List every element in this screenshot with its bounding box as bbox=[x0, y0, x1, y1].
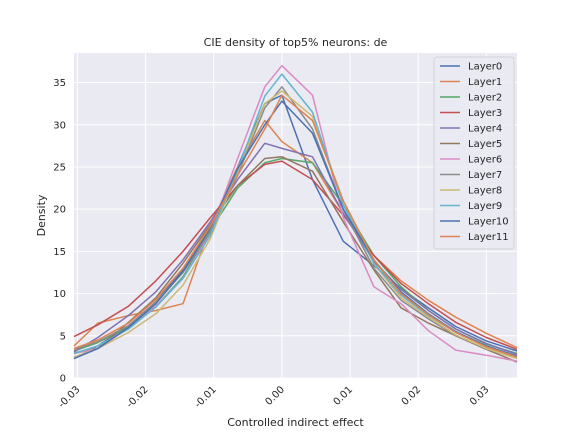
legend-label: Layer1 bbox=[468, 77, 502, 88]
y-tick-label: 20 bbox=[53, 205, 66, 216]
x-axis-label: Controlled indirect effect bbox=[227, 416, 364, 429]
y-tick-label: 25 bbox=[53, 162, 66, 173]
legend-label: Layer6 bbox=[468, 155, 502, 166]
legend-label: Layer8 bbox=[468, 186, 502, 197]
y-tick-label: 0 bbox=[60, 374, 66, 385]
y-tick-label: 30 bbox=[53, 120, 66, 131]
series-line-layer7 bbox=[73, 86, 518, 359]
legend-label: Layer9 bbox=[468, 201, 502, 212]
legend-label: Layer2 bbox=[468, 93, 502, 104]
legend-label: Layer11 bbox=[468, 232, 509, 243]
series-line-layer8 bbox=[73, 90, 518, 360]
series-line-layer4 bbox=[73, 142, 518, 356]
series-layer bbox=[73, 64, 518, 363]
y-tick-label: 35 bbox=[53, 78, 66, 89]
legend-label: Layer7 bbox=[468, 170, 502, 181]
y-axis: 0 5 10 15 20 25 30 35 bbox=[53, 78, 66, 384]
y-axis-label: Density bbox=[35, 194, 48, 236]
y-tick-label: 10 bbox=[53, 289, 66, 300]
legend-label: Layer10 bbox=[468, 217, 509, 228]
legend-label: Layer0 bbox=[468, 62, 502, 73]
legend-label: Layer3 bbox=[468, 108, 502, 119]
series-line-layer3 bbox=[73, 160, 518, 351]
legend-label: Layer4 bbox=[468, 124, 502, 135]
y-tick-label: 5 bbox=[60, 331, 66, 342]
series-line-layer5 bbox=[73, 156, 518, 363]
series-line-layer11 bbox=[73, 94, 518, 358]
legend-box bbox=[433, 56, 515, 250]
legend-label: Layer5 bbox=[468, 139, 502, 150]
chart-title: CIE density of top5% neurons: de bbox=[204, 36, 388, 49]
y-tick-label: 15 bbox=[53, 247, 66, 258]
legend: Layer0 Layer1 Layer2 Layer3 Layer4 Layer5 Laye… bbox=[433, 56, 515, 250]
